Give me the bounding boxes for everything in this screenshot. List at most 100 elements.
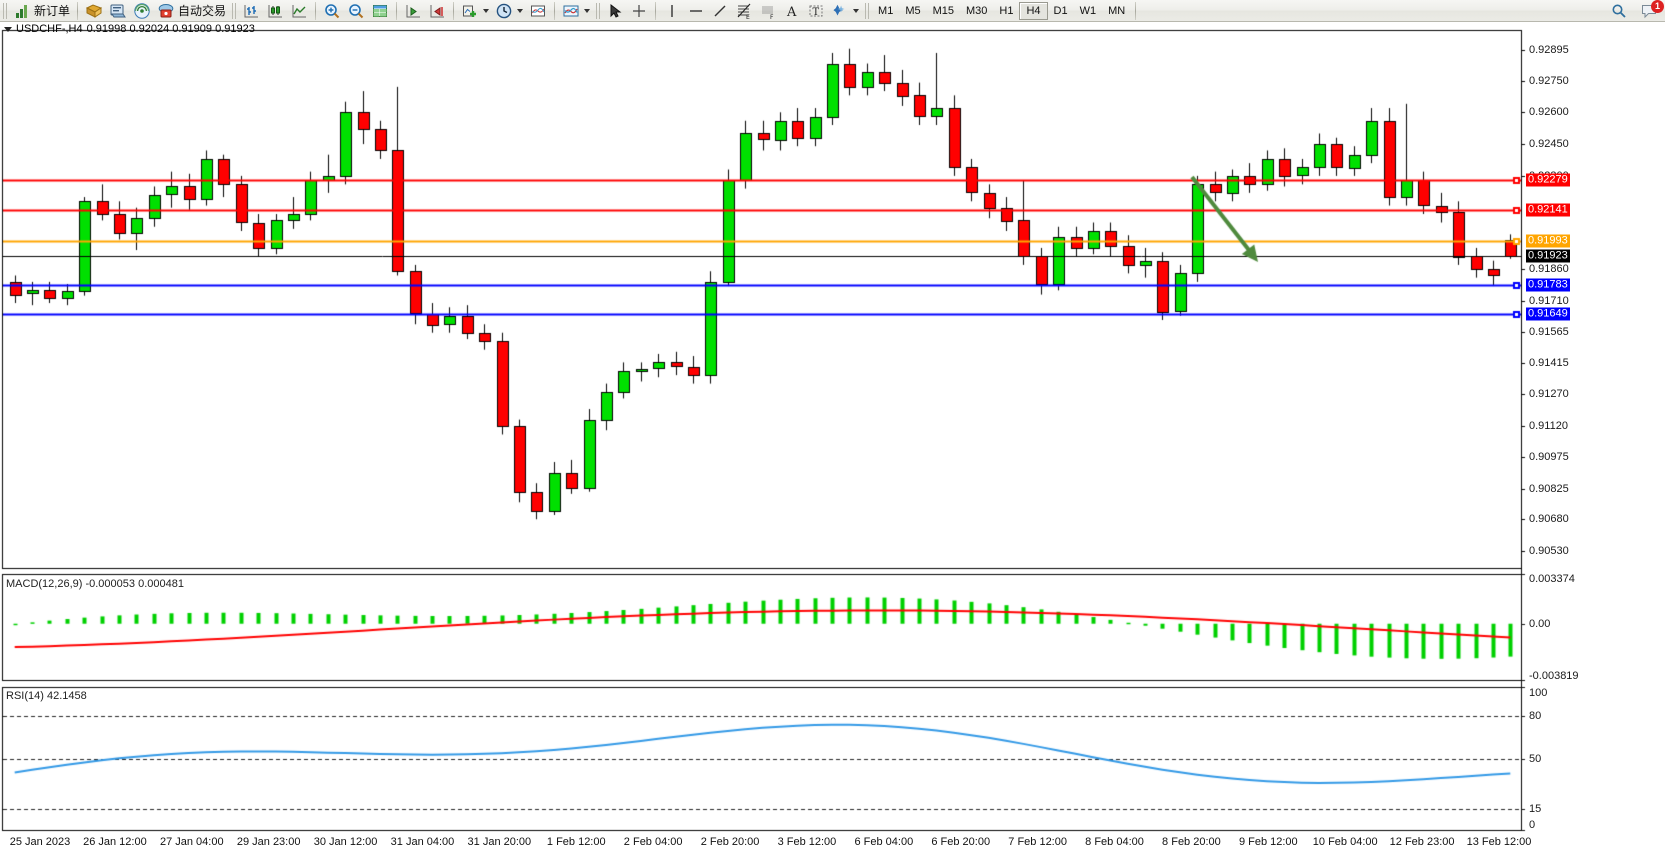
price-tick-label: 0.90680 [1529, 513, 1569, 526]
symbol-header[interactable]: USDCHF-,H4 0.91998 0.92024 0.91909 0.919… [4, 23, 255, 35]
rsi-indicator-label: RSI(14) 42.1458 [6, 690, 87, 702]
toolbar-separator-8 [1135, 1, 1137, 20]
signals-button[interactable] [130, 1, 154, 21]
line-chart-icon [290, 2, 308, 20]
time-tick-label: 6 Feb 20:00 [931, 836, 991, 848]
folder-button[interactable] [82, 1, 106, 21]
autotrading-button[interactable]: 自动交易 [154, 1, 229, 21]
price-level-tag[interactable]: 0.91783 [1526, 278, 1570, 292]
text-label-button[interactable]: T [804, 1, 828, 21]
candle-chart-button[interactable] [263, 1, 287, 21]
price-level-tag[interactable]: 0.91923 [1526, 249, 1570, 263]
period-button[interactable] [492, 1, 526, 21]
timeframe-d1[interactable]: D1 [1053, 4, 1068, 17]
chevron-down-icon-2[interactable] [517, 8, 524, 13]
price-level-tag[interactable]: 0.92279 [1526, 173, 1570, 187]
rsi-tick-label: 50 [1529, 752, 1542, 765]
price-tick-label: 0.91120 [1529, 419, 1568, 432]
time-tick-label: 25 Jan 2023 [9, 836, 71, 848]
search-button[interactable] [1607, 1, 1631, 21]
toolbar-grip-2[interactable] [232, 2, 237, 19]
zoom-in-icon [323, 2, 341, 20]
crosshair-button[interactable] [627, 1, 651, 21]
chart-area[interactable]: USDCHF-,H4 0.91998 0.92024 0.91909 0.919… [0, 22, 1665, 848]
grid-icon [371, 2, 389, 20]
new-order-label: 新订单 [34, 4, 71, 18]
candle-chart-icon [266, 2, 284, 20]
line-chart-button[interactable] [287, 1, 311, 21]
shapes-button[interactable] [828, 1, 862, 21]
trendline-button[interactable] [708, 1, 732, 21]
svg-text:E: E [746, 14, 750, 20]
templates-wave-icon [562, 2, 580, 20]
zoom-out-icon [347, 2, 365, 20]
templates-button[interactable] [526, 1, 550, 21]
fibo-fan-button[interactable]: F [756, 1, 780, 21]
crosshair-icon [630, 2, 648, 20]
timeframe-m15[interactable]: M15 [932, 4, 954, 17]
svg-text:T: T [813, 7, 820, 18]
toolbar-grip[interactable] [3, 2, 7, 19]
symbol-label: USDCHF-,H4 [16, 23, 83, 35]
rsi-tick-label: 100 [1529, 687, 1548, 699]
price-level-tag[interactable]: 0.91649 [1526, 307, 1570, 321]
rsi-tick-label: 15 [1529, 802, 1542, 815]
vertical-line-button[interactable] [660, 1, 684, 21]
templates2-button[interactable] [559, 1, 593, 21]
time-tick-label: 26 Jan 12:00 [83, 836, 147, 848]
toolbar-separator-4 [396, 1, 398, 20]
timeframe-m1[interactable]: M1 [878, 4, 894, 17]
grid-button[interactable] [368, 1, 392, 21]
time-tick-label: 8 Feb 04:00 [1085, 836, 1144, 848]
toolbar-grip-3[interactable] [596, 2, 601, 19]
time-tick-label: 3 Feb 12:00 [777, 836, 837, 848]
timeframe-m5[interactable]: M5 [905, 4, 921, 17]
timeframe-h4[interactable]: H4 [1019, 1, 1048, 20]
indicators-icon [461, 2, 479, 20]
timeframe-h1[interactable]: H1 [999, 4, 1014, 17]
price-tick-label: 0.92895 [1529, 43, 1569, 56]
signals-icon [133, 2, 151, 20]
timeframe-mn[interactable]: MN [1108, 4, 1126, 17]
shift-end-button[interactable] [401, 1, 425, 21]
chevron-down-icon-3[interactable] [584, 8, 591, 13]
toolbar-grip-4[interactable] [865, 2, 870, 19]
ohlc-values: 0.91998 0.92024 0.91909 0.91923 [86, 23, 255, 35]
price-tick-label: 0.92450 [1529, 138, 1569, 151]
chart-menu-caret-icon[interactable] [4, 26, 12, 32]
svg-text:A: A [786, 5, 797, 20]
price-tick-label: 0.91415 [1529, 357, 1569, 370]
auto-scroll-button[interactable] [425, 1, 449, 21]
price-tick-label: 0.91270 [1529, 388, 1569, 401]
svg-text:F: F [770, 14, 774, 20]
time-tick-label: 7 Feb 12:00 [1008, 836, 1067, 848]
cursor-button[interactable] [603, 1, 627, 21]
alerts-button[interactable]: 1 [1637, 0, 1664, 21]
time-tick-label: 2 Feb 04:00 [623, 836, 683, 848]
rsi-tick-label: 80 [1529, 709, 1542, 722]
price-level-tag[interactable]: 0.92141 [1526, 203, 1570, 217]
horizontal-line-button[interactable] [684, 1, 708, 21]
text-button[interactable]: A [780, 1, 804, 21]
chevron-down-icon[interactable] [483, 8, 490, 13]
terminal-button[interactable] [106, 1, 130, 21]
chevron-down-icon-4[interactable] [853, 8, 860, 13]
trendline-icon [711, 2, 729, 20]
time-tick-label: 31 Jan 04:00 [390, 836, 455, 848]
toolbar-separator-7 [655, 1, 657, 20]
toolbar-separator-6 [554, 1, 556, 20]
zoom-in-button[interactable] [320, 1, 344, 21]
fibo-button[interactable]: E [732, 1, 756, 21]
indicators-button[interactable] [458, 1, 492, 21]
time-tick-label: 29 Jan 23:00 [236, 836, 301, 848]
bar-chart-button[interactable] [239, 1, 263, 21]
horizontal-line-icon [687, 2, 705, 20]
macd-tick-label: 0.00 [1529, 617, 1551, 630]
timeframe-m30[interactable]: M30 [966, 4, 988, 17]
chart-canvas[interactable] [0, 22, 1665, 832]
time-tick-label: 13 Feb 12:00 [1466, 836, 1532, 848]
zoom-out-button[interactable] [344, 1, 368, 21]
timeframe-w1[interactable]: W1 [1079, 4, 1097, 17]
new-order-button[interactable]: 新订单 [10, 1, 73, 21]
price-level-tag[interactable]: 0.91993 [1526, 234, 1570, 248]
